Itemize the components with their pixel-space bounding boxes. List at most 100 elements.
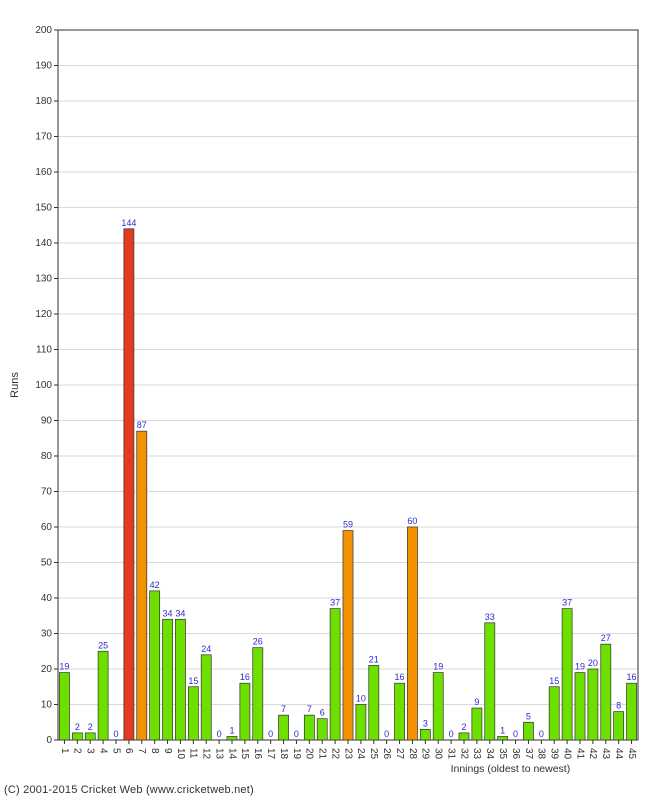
svg-text:27: 27 <box>394 748 405 760</box>
svg-text:25: 25 <box>368 748 379 760</box>
bar <box>588 669 598 740</box>
svg-text:37: 37 <box>523 748 534 760</box>
svg-text:9: 9 <box>474 697 479 707</box>
x-axis-label: Innings (oldest to newest) <box>451 763 571 775</box>
svg-text:11: 11 <box>188 748 199 759</box>
svg-text:100: 100 <box>35 380 52 391</box>
bar <box>459 733 469 740</box>
svg-text:12: 12 <box>201 748 212 760</box>
svg-text:170: 170 <box>35 132 52 143</box>
svg-text:26: 26 <box>381 748 392 760</box>
bar <box>317 719 327 740</box>
bar <box>485 623 495 740</box>
svg-text:27: 27 <box>601 633 611 643</box>
svg-text:29: 29 <box>420 748 431 760</box>
svg-text:16: 16 <box>395 672 405 682</box>
svg-text:1: 1 <box>500 725 505 735</box>
bar <box>201 655 211 740</box>
svg-text:14: 14 <box>226 748 237 760</box>
svg-text:0: 0 <box>294 729 299 739</box>
svg-text:18: 18 <box>278 748 289 760</box>
svg-text:160: 160 <box>35 167 52 178</box>
svg-text:70: 70 <box>41 487 53 498</box>
svg-text:2: 2 <box>461 722 466 732</box>
svg-text:7: 7 <box>136 748 147 754</box>
svg-text:7: 7 <box>281 704 286 714</box>
svg-text:10: 10 <box>175 748 186 760</box>
svg-text:90: 90 <box>41 416 53 427</box>
bar <box>549 687 559 740</box>
svg-text:40: 40 <box>561 748 572 760</box>
svg-text:5: 5 <box>110 748 121 754</box>
bar <box>343 531 353 740</box>
svg-text:23: 23 <box>342 748 353 760</box>
svg-text:15: 15 <box>549 676 559 686</box>
svg-text:2: 2 <box>72 748 83 754</box>
svg-text:2: 2 <box>75 722 80 732</box>
svg-text:34: 34 <box>175 608 185 618</box>
svg-text:3: 3 <box>423 718 428 728</box>
svg-text:28: 28 <box>407 748 418 760</box>
svg-text:37: 37 <box>562 598 572 608</box>
svg-text:0: 0 <box>46 735 52 746</box>
svg-text:42: 42 <box>587 748 598 760</box>
svg-text:80: 80 <box>41 451 53 462</box>
svg-text:200: 200 <box>35 25 52 36</box>
svg-text:7: 7 <box>307 704 312 714</box>
bar <box>98 651 108 740</box>
svg-text:21: 21 <box>369 654 379 664</box>
svg-text:20: 20 <box>588 658 598 668</box>
svg-text:60: 60 <box>41 522 53 533</box>
svg-text:8: 8 <box>616 701 621 711</box>
bar <box>433 673 443 740</box>
bar <box>188 687 198 740</box>
svg-text:17: 17 <box>265 748 276 760</box>
svg-text:21: 21 <box>317 748 328 760</box>
svg-text:13: 13 <box>213 748 224 760</box>
svg-text:9: 9 <box>162 748 173 754</box>
svg-text:37: 37 <box>330 598 340 608</box>
svg-text:3: 3 <box>85 748 96 754</box>
svg-text:8: 8 <box>149 748 160 754</box>
svg-text:44: 44 <box>613 748 624 760</box>
svg-text:30: 30 <box>41 629 53 640</box>
y-axis-label: Runs <box>9 372 21 398</box>
bar <box>253 648 263 740</box>
bar <box>85 733 95 740</box>
svg-text:5: 5 <box>526 711 531 721</box>
svg-text:59: 59 <box>343 520 353 530</box>
svg-text:150: 150 <box>35 203 52 214</box>
bar <box>163 619 173 740</box>
bar <box>240 683 250 740</box>
svg-text:0: 0 <box>449 729 454 739</box>
svg-text:0: 0 <box>539 729 544 739</box>
svg-text:42: 42 <box>150 580 160 590</box>
svg-text:0: 0 <box>217 729 222 739</box>
svg-text:20: 20 <box>304 748 315 760</box>
svg-text:19: 19 <box>291 748 302 760</box>
svg-text:43: 43 <box>600 748 611 760</box>
svg-text:34: 34 <box>163 608 173 618</box>
svg-text:6: 6 <box>320 708 325 718</box>
svg-text:34: 34 <box>484 748 495 760</box>
bar <box>395 683 405 740</box>
svg-text:15: 15 <box>239 748 250 760</box>
svg-text:32: 32 <box>458 748 469 760</box>
svg-text:190: 190 <box>35 61 52 72</box>
svg-text:2: 2 <box>88 722 93 732</box>
svg-text:4: 4 <box>97 748 108 754</box>
bar <box>227 736 237 740</box>
svg-text:130: 130 <box>35 274 52 285</box>
copyright-footer: (C) 2001-2015 Cricket Web (www.cricketwe… <box>4 784 254 796</box>
svg-text:120: 120 <box>35 309 52 320</box>
svg-text:6: 6 <box>123 748 134 754</box>
bar <box>137 431 147 740</box>
svg-text:60: 60 <box>407 516 417 526</box>
bar <box>575 673 585 740</box>
svg-text:0: 0 <box>513 729 518 739</box>
svg-text:16: 16 <box>627 672 637 682</box>
runs-bar-chart: 0102030405060708090100110120130140150160… <box>0 0 650 800</box>
bar <box>279 715 289 740</box>
svg-text:45: 45 <box>626 748 637 760</box>
svg-text:24: 24 <box>355 748 366 760</box>
